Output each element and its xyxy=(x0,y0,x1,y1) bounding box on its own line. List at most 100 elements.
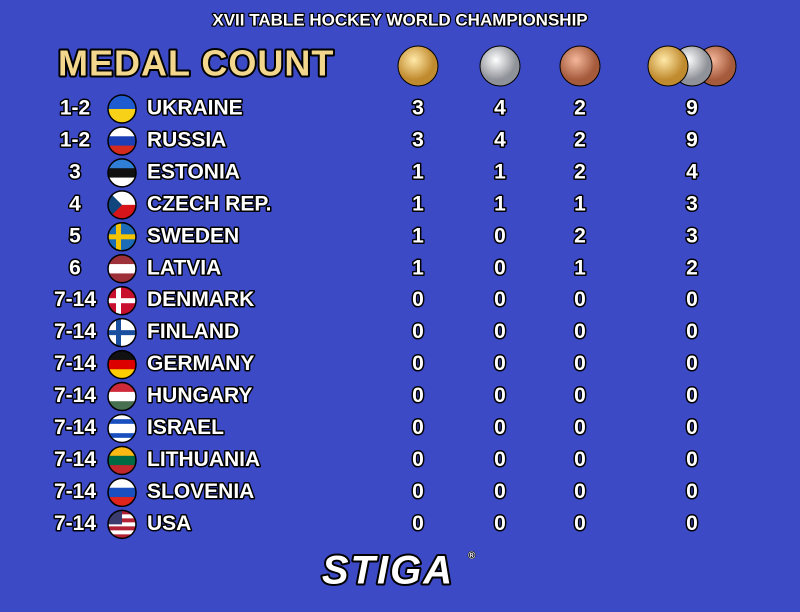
bronze-count: 1 xyxy=(574,256,586,279)
bronze-count: 2 xyxy=(574,97,586,120)
flag-cross xyxy=(108,330,136,336)
bronze-count: 2 xyxy=(574,160,586,183)
flag-stripe xyxy=(108,382,136,393)
gold-medal-icon xyxy=(397,45,439,87)
flag-stripe xyxy=(108,273,136,283)
flag-border xyxy=(107,254,137,284)
flag xyxy=(108,158,136,187)
flag-cross xyxy=(108,298,136,304)
flag-border xyxy=(107,413,137,444)
registered-mark: ® xyxy=(468,551,476,562)
country: HUNGARY xyxy=(147,384,252,407)
total-count: 0 xyxy=(686,288,698,311)
gold-count: 0 xyxy=(412,416,424,439)
gold-count: 0 xyxy=(412,384,424,407)
silver-count: 0 xyxy=(494,512,506,535)
gold-count: 0 xyxy=(412,352,424,375)
country: RUSSIA xyxy=(147,128,226,151)
total-count: 3 xyxy=(686,224,698,247)
gold-count: 1 xyxy=(412,160,424,183)
country: ESTONIA xyxy=(147,160,240,183)
gold-count: 0 xyxy=(412,480,424,503)
flag xyxy=(108,254,136,283)
silver-count: 0 xyxy=(494,256,506,279)
total-count: 0 xyxy=(686,480,698,503)
silver-count: 0 xyxy=(494,480,506,503)
flag-stripe xyxy=(108,145,136,155)
gold-count: 0 xyxy=(412,288,424,311)
flag-border xyxy=(107,222,137,252)
bronze-count: 0 xyxy=(574,480,586,503)
total-count: 0 xyxy=(686,416,698,439)
bronze-count: 0 xyxy=(574,512,586,535)
country: ISRAEL xyxy=(147,416,224,439)
flag-stripe xyxy=(108,168,136,179)
rank: 3 xyxy=(69,160,81,183)
country: CZECH REP. xyxy=(147,192,271,215)
flag-border xyxy=(107,190,137,220)
country: LATVIA xyxy=(147,256,221,279)
bronze-medal-icon xyxy=(559,45,601,87)
country: LITHUANIA xyxy=(147,448,260,471)
total-medal-icon xyxy=(647,45,689,87)
flag-stripe xyxy=(108,428,136,434)
flag-border xyxy=(107,349,137,380)
flag xyxy=(108,414,136,443)
flag-stripe xyxy=(108,136,136,147)
flag-stripe xyxy=(108,497,136,507)
rank: 7-14 xyxy=(54,384,96,407)
total-count: 4 xyxy=(686,160,698,183)
flag-stripe xyxy=(108,522,136,527)
gold-count: 1 xyxy=(412,224,424,247)
rank: 7-14 xyxy=(54,512,96,535)
rank: 1-2 xyxy=(60,97,90,120)
rank: 6 xyxy=(69,256,81,279)
silver-count: 0 xyxy=(494,416,506,439)
total-count: 0 xyxy=(686,512,698,535)
flag-stripe xyxy=(108,446,136,457)
gold-count: 0 xyxy=(412,320,424,343)
gold-count: 3 xyxy=(412,97,424,120)
flag-stripe xyxy=(108,437,136,443)
flag-border xyxy=(107,509,137,540)
bronze-count: 0 xyxy=(574,384,586,407)
bronze-count: 0 xyxy=(574,352,586,375)
flag xyxy=(108,318,136,347)
total-count: 0 xyxy=(686,448,698,471)
bronze-count: 2 xyxy=(574,128,586,151)
flag-stripe xyxy=(108,264,136,274)
rank: 7-14 xyxy=(54,288,96,311)
flag-border xyxy=(107,477,137,508)
rank: 7-14 xyxy=(54,320,96,343)
flag-stripe xyxy=(108,478,136,489)
silver-count: 0 xyxy=(494,448,506,471)
country: FINLAND xyxy=(147,320,239,343)
flag-stripe xyxy=(108,109,136,123)
total-count: 0 xyxy=(686,320,698,343)
rows: 1-2 UKRAINE 3 4 2 9 1-2 RUSSIA 3 4 2 9 3 ESTONIA 1 1 2 4 4… xyxy=(52,94,700,540)
bronze-count: 0 xyxy=(574,288,586,311)
flag xyxy=(108,350,136,379)
silver-count: 4 xyxy=(494,97,506,120)
medal-count-title: MEDAL COUNT xyxy=(58,43,334,84)
silver-count: 1 xyxy=(494,160,506,183)
flag-border xyxy=(107,126,137,156)
flag-stripe xyxy=(108,526,136,531)
flag-border xyxy=(107,317,137,348)
flag-triangle xyxy=(108,190,122,219)
flag-stripe xyxy=(108,369,136,379)
gold-count: 3 xyxy=(412,128,424,151)
flag-stripe xyxy=(108,254,136,265)
flag xyxy=(108,190,136,219)
flag-stripe xyxy=(108,419,136,425)
flag-stripe xyxy=(108,530,136,535)
silver-count: 1 xyxy=(494,192,506,215)
flag-stripe xyxy=(108,414,136,420)
flag-border xyxy=(107,445,137,476)
silver-count: 0 xyxy=(494,384,506,407)
bronze-count: 2 xyxy=(574,224,586,247)
bronze-count: 1 xyxy=(574,192,586,215)
country: UKRAINE xyxy=(147,97,243,120)
